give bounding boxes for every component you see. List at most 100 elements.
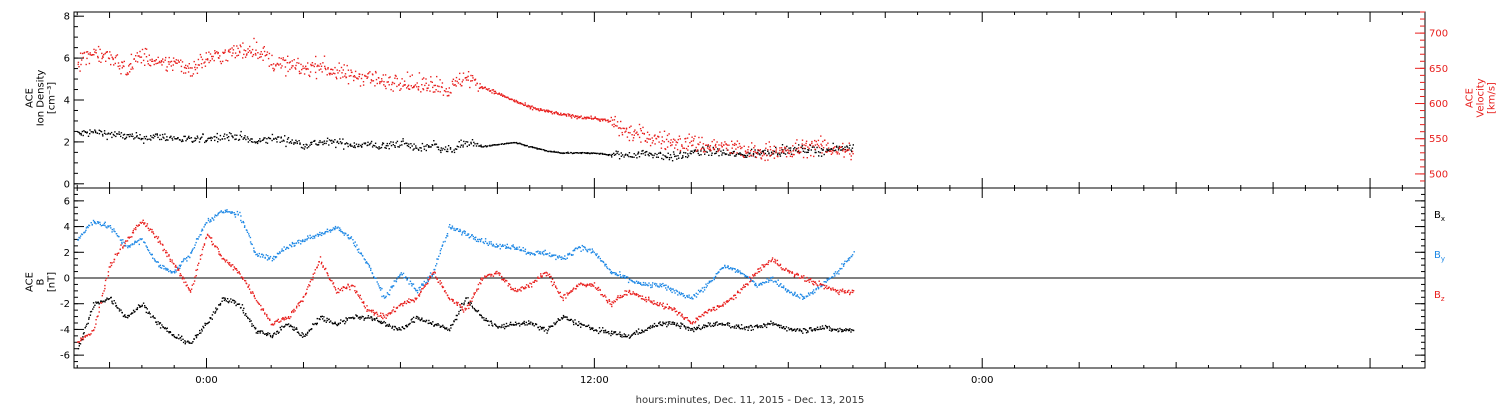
velocity-point	[503, 95, 505, 97]
bx-point	[802, 332, 804, 334]
bx-point	[494, 323, 496, 325]
density-point	[801, 145, 803, 147]
bz-point	[281, 318, 283, 320]
by-point	[463, 230, 465, 232]
by-point	[844, 260, 846, 262]
by-point	[713, 278, 715, 281]
bx-point	[783, 328, 786, 330]
by-point	[484, 238, 487, 240]
bz-point	[689, 321, 691, 323]
by-point	[219, 211, 221, 213]
bx-point	[144, 306, 146, 309]
by-point	[705, 283, 707, 285]
bz-point	[694, 322, 696, 324]
velocity-point	[711, 140, 713, 143]
velocity-point	[708, 146, 711, 148]
by-point	[186, 257, 188, 259]
velocity-point	[785, 149, 788, 152]
velocity-point	[670, 144, 672, 147]
velocity-point	[715, 146, 717, 148]
bz-point	[527, 285, 530, 288]
velocity-point	[300, 72, 302, 74]
velocity-point	[86, 51, 89, 53]
density-point	[458, 141, 460, 143]
bx-point	[798, 330, 800, 332]
bz-point	[222, 257, 225, 260]
bz-point	[250, 292, 252, 294]
bx-point	[603, 331, 605, 334]
velocity-point	[266, 53, 268, 56]
density-point	[636, 157, 638, 159]
bz-point	[497, 272, 499, 275]
by-point	[271, 260, 273, 262]
density-point	[788, 147, 790, 149]
bx-point	[585, 325, 587, 327]
by-point	[310, 236, 312, 239]
bx-point	[805, 329, 807, 331]
density-point	[317, 144, 320, 146]
density-point	[484, 145, 487, 147]
bx-point	[377, 319, 379, 322]
by-point	[708, 280, 711, 282]
by-point	[469, 236, 472, 238]
bx-point	[250, 320, 252, 322]
bz-point	[329, 278, 331, 281]
velocity-point	[583, 116, 586, 118]
bx-point	[785, 326, 788, 328]
bx-point	[735, 327, 737, 329]
density-point	[542, 149, 545, 151]
velocity-point	[185, 64, 187, 67]
velocity-point	[336, 69, 338, 71]
bz-point	[351, 284, 353, 287]
by-point	[143, 241, 145, 243]
by-point	[450, 227, 452, 229]
velocity-point	[761, 155, 764, 157]
bx-point	[539, 325, 541, 328]
density-point	[228, 132, 231, 134]
density-point	[239, 134, 241, 136]
bz-point	[745, 283, 747, 285]
by-point	[639, 282, 642, 284]
bz-point	[476, 290, 478, 292]
velocity-point	[434, 84, 437, 87]
bx-point	[191, 342, 193, 344]
density-point	[117, 133, 119, 135]
velocity-point	[514, 101, 516, 103]
density-point	[99, 130, 102, 132]
bz-point	[683, 318, 685, 320]
bx-point	[476, 310, 478, 313]
velocity-point	[166, 70, 168, 72]
bz-point	[521, 286, 523, 288]
by-point	[290, 244, 292, 247]
velocity-point	[142, 59, 145, 62]
density-point	[406, 144, 409, 147]
velocity-point	[454, 80, 457, 82]
by-point	[724, 265, 726, 267]
bz-point	[143, 222, 145, 224]
velocity-point	[196, 72, 199, 74]
velocity-point	[805, 144, 807, 147]
bx-point	[664, 323, 667, 325]
velocity-point	[85, 63, 87, 66]
bz-point	[402, 305, 404, 307]
bx-point	[78, 342, 80, 345]
bx-point	[121, 312, 123, 314]
bx-point	[791, 328, 793, 330]
by-point	[141, 238, 143, 240]
velocity-point	[143, 53, 146, 55]
velocity-point	[580, 115, 582, 117]
bz-point	[104, 279, 107, 282]
density-point	[787, 152, 789, 154]
velocity-point	[97, 57, 99, 59]
bx-point	[176, 336, 178, 339]
bx-point	[456, 318, 458, 321]
by-point	[275, 256, 278, 258]
by-point	[453, 229, 455, 231]
bz-point	[394, 310, 397, 313]
density-point	[221, 138, 224, 140]
density-point	[364, 142, 367, 144]
by-point	[201, 229, 204, 231]
density-point	[733, 150, 735, 153]
bz-point	[382, 317, 384, 320]
bz-point	[570, 291, 572, 293]
